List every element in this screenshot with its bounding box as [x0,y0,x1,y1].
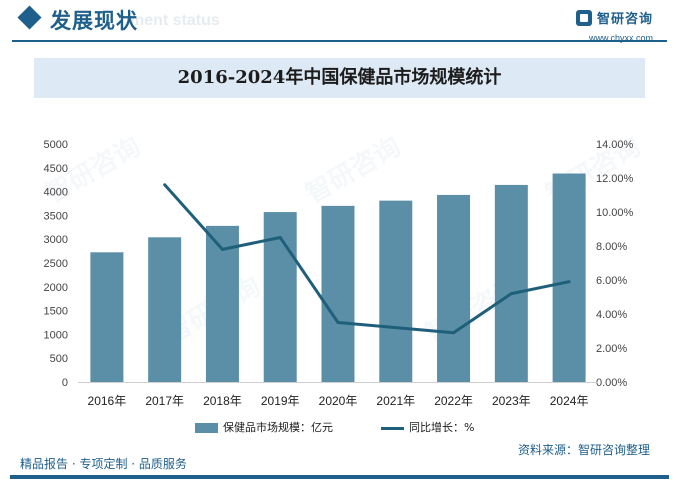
y-right-tick-label: 10.00% [596,207,634,219]
y-right-tick-label: 4.00% [596,309,627,321]
growth-line [163,183,570,335]
y-left-tick-label: 2000 [44,282,68,294]
y-left-tick-label: 500 [50,353,68,365]
x-tick-label: 2024年 [550,394,589,408]
section-header: ment status 发展现状 智研咨询 www.chyxx.com [0,0,679,44]
footer-divider [10,475,669,479]
bar-2016年 [90,252,124,382]
y-left-tick-label: 2500 [44,258,68,270]
y-left-tick-label: 4500 [44,163,68,175]
y-left-tick-label: 1500 [44,306,68,318]
growth-point-2017年 [163,183,167,187]
x-tick-label: 2017年 [145,394,184,408]
y-left-tick-label: 3000 [44,234,68,246]
growth-point-2019年 [278,236,282,239]
x-tick-label: 2023年 [492,394,531,408]
y-right-tick-label: 6.00% [596,275,627,287]
y-left-tick-label: 5000 [44,139,68,151]
bar-2021年 [379,200,413,382]
bar-2022年 [437,194,471,382]
growth-point-2023年 [509,292,513,296]
legend-line-swatch [381,427,404,430]
brand-url: www.chyxx.com [588,33,653,43]
bar-2023年 [494,184,528,382]
y-right-tick-label: 14.00% [596,139,634,151]
x-tick-label: 2016年 [88,394,127,408]
y-right-tick-label: 0.00% [596,377,627,389]
chart-legend: 保健品市场规模：亿元 同比增长：% [0,418,679,438]
brand-name: 智研咨询 [596,12,653,27]
growth-point-2018年 [220,247,224,251]
y-right-tick-label: 12.00% [596,173,634,185]
y-left-tick-label: 1000 [44,329,68,341]
x-tick-label: 2022年 [434,394,473,408]
brand-logo-icon [575,9,592,26]
growth-point-2024年 [567,280,571,284]
y-left-tick-label: 4000 [44,187,68,199]
x-tick-label: 2019年 [261,394,300,408]
growth-point-2022年 [452,331,456,335]
x-tick-label: 2021年 [376,394,415,408]
growth-point-2021年 [394,326,398,330]
y-left-tick-label: 3500 [44,210,68,222]
chart-title-band: 2016-2024年中国保健品市场规模统计 [34,58,645,98]
bar-2020年 [321,205,355,382]
legend-line-label: 同比增长：% [409,421,475,434]
header-watermark-text: ment status [130,12,220,29]
bar-2024年 [552,173,586,382]
y-right-tick-label: 8.00% [596,241,627,253]
y-left-tick-label: 0 [62,377,68,389]
brand: 智研咨询 www.chyxx.com [575,7,653,43]
x-tick-label: 2018年 [203,394,242,408]
chart-title: 2016-2024年中国保健品市场规模统计 [177,67,502,88]
bar-2018年 [205,225,239,382]
y-right-tick-label: 2.00% [596,343,627,355]
source-note: 资料来源：智研咨询整理 [518,443,651,457]
header-divider [12,40,667,42]
footer-text: 精品报告 · 专项定制 · 品质服务 [20,457,187,471]
bar-2017年 [148,237,182,382]
legend-bar-label: 保健品市场规模：亿元 [223,421,333,434]
legend-bar-swatch [195,423,218,433]
growth-point-2020年 [336,321,340,324]
x-tick-label: 2020年 [319,394,358,408]
section-title: 发展现状 [50,9,138,33]
